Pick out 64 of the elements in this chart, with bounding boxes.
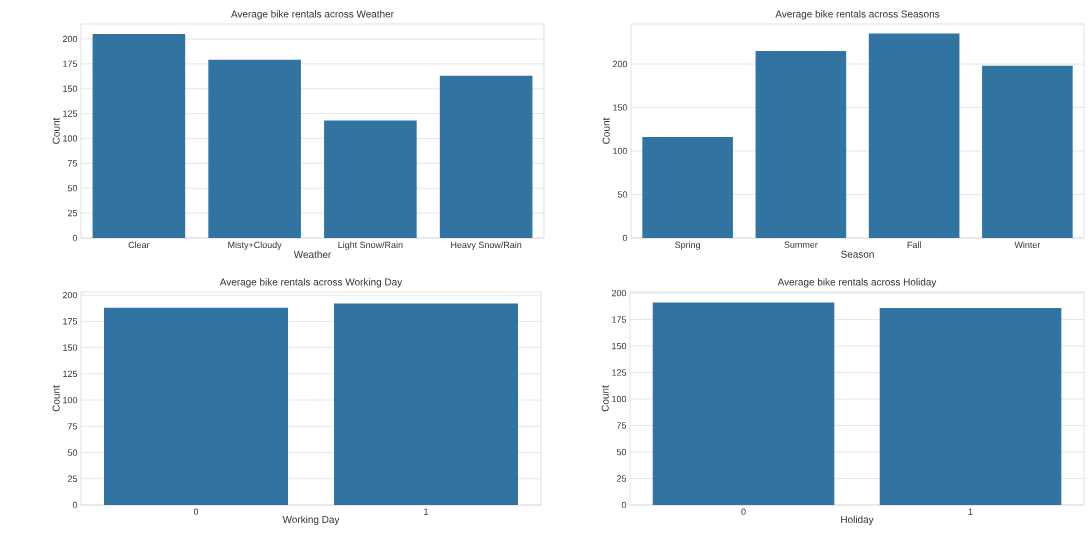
bar <box>208 59 301 238</box>
bar <box>868 33 960 238</box>
y-tick-label: 150 <box>613 104 628 111</box>
x-tick-label: Spring <box>675 241 701 250</box>
bar <box>642 137 733 238</box>
y-tick-label: 125 <box>612 369 627 376</box>
bar <box>324 120 417 238</box>
y-tick-label: 100 <box>63 396 78 404</box>
chart-title: Average bike rentals across Weather <box>231 10 394 20</box>
x-axis-title: Working Day <box>282 515 340 525</box>
x-tick-label: Winter <box>1014 241 1041 249</box>
y-tick-label: 100 <box>613 147 628 155</box>
y-axis-title: Count <box>602 117 610 144</box>
y-axis-title: Count <box>601 385 609 412</box>
y-tick-label: 50 <box>67 185 78 192</box>
x-tick-label: Fall <box>907 241 921 249</box>
y-tick-label: 200 <box>611 289 627 297</box>
y-tick-label: 75 <box>67 423 78 430</box>
y-tick-label: 100 <box>612 395 627 403</box>
y-tick-label: 25 <box>616 475 627 482</box>
bar <box>755 50 847 238</box>
y-tick-label: 175 <box>63 318 78 325</box>
y-tick-label: 25 <box>67 209 78 217</box>
y-tick-label: 125 <box>63 110 78 117</box>
x-tick-label: Heavy Snow/Rain <box>451 241 522 250</box>
y-tick-label: 125 <box>63 370 78 378</box>
x-tick-label: 0 <box>741 508 746 515</box>
y-tick-label: 150 <box>63 344 78 351</box>
y-tick-label: 0 <box>622 234 628 242</box>
x-tick-label: 0 <box>193 508 199 515</box>
y-tick-label: 25 <box>67 475 78 482</box>
y-tick-label: 75 <box>616 422 627 429</box>
x-tick-label: 1 <box>968 508 973 515</box>
y-tick-label: 50 <box>67 449 78 456</box>
y-tick-label: 200 <box>62 291 78 299</box>
bar <box>439 75 533 238</box>
y-tick-label: 0 <box>72 501 78 509</box>
y-tick-label: 150 <box>63 85 78 92</box>
x-axis-title: Weather <box>293 250 332 259</box>
x-tick-label: Misty+Cloudy <box>228 241 282 250</box>
y-axis-title: Count <box>52 385 60 412</box>
y-tick-label: 0 <box>621 501 627 509</box>
x-tick-label: 1 <box>424 508 429 515</box>
y-tick-label: 50 <box>617 191 628 198</box>
y-tick-label: 50 <box>616 448 627 456</box>
bar <box>982 65 1073 238</box>
x-tick-label: Clear <box>128 241 150 249</box>
y-tick-label: 175 <box>612 316 627 323</box>
y-tick-label: 150 <box>612 342 627 350</box>
y-axis-title: Count <box>52 117 60 144</box>
chart-title: Average bike rentals across Working Day <box>219 278 403 288</box>
chart-title: Average bike rentals across Holiday <box>777 278 937 288</box>
bar <box>92 33 186 238</box>
x-axis-title: Season <box>841 250 874 258</box>
y-tick-label: 200 <box>612 60 628 68</box>
x-axis-title: Holiday <box>841 515 874 525</box>
y-tick-label: 75 <box>67 160 78 167</box>
chart-title: Average bike rentals across Seasons <box>775 10 940 20</box>
y-tick-label: 200 <box>62 35 78 43</box>
x-tick-label: Light Snow/Rain <box>338 241 403 250</box>
y-tick-label: 175 <box>63 60 78 67</box>
y-tick-label: 100 <box>63 135 78 142</box>
y-tick-label: 0 <box>72 234 78 242</box>
x-tick-label: Summer <box>784 241 818 248</box>
